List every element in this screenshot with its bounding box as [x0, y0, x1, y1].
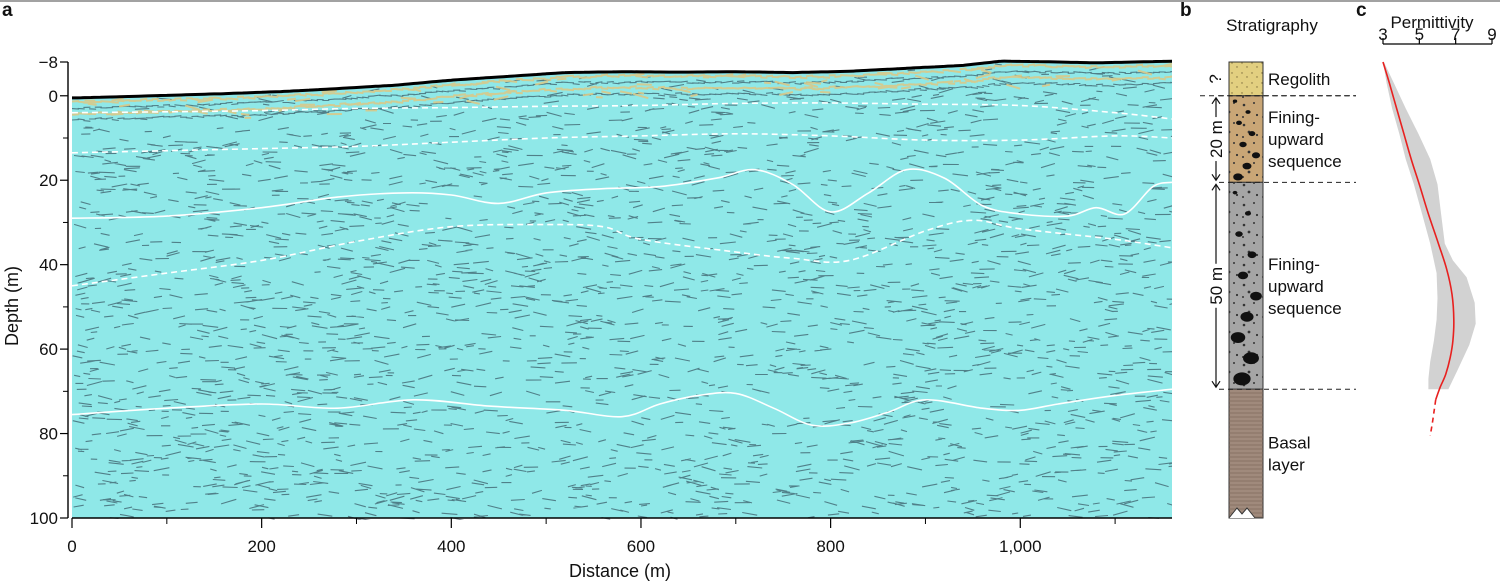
- boundary-line-1: [72, 102, 1172, 120]
- y-tick-label: −8: [39, 53, 58, 72]
- x-tick-label: 800: [816, 537, 844, 556]
- radargram-panel: 0 200 400 600 800 1,000 −8 0 20 40 60 80 100 Distanc…: [2, 53, 1173, 581]
- clast: [1233, 372, 1251, 386]
- y-tick-label: 40: [39, 256, 58, 275]
- panel-label-c: c: [1356, 0, 1367, 21]
- clast: [1232, 190, 1238, 195]
- clast: [1251, 152, 1261, 159]
- clast: [1235, 231, 1243, 237]
- clast: [1245, 110, 1251, 114]
- thickness-label: 20 m: [1207, 120, 1226, 158]
- permittivity-panel: Permittivity 3 5 7 9: [1378, 13, 1497, 436]
- permittivity-tick-label: 7: [1451, 25, 1460, 44]
- stratigraphic-boundaries: [72, 102, 1172, 427]
- clast: [1244, 211, 1252, 216]
- boundary-line-3: [72, 168, 1172, 219]
- strat-unit-texture-2: [1229, 95, 1263, 183]
- radargram-image: [72, 61, 1172, 520]
- permittivity-line-1: [1382, 61, 1455, 401]
- clast: [1240, 311, 1254, 322]
- strat-unit-label-1: Regolith: [1268, 70, 1330, 89]
- y-tick-label: 60: [39, 340, 58, 359]
- clast: [1236, 120, 1242, 126]
- clast: [1230, 332, 1246, 343]
- permittivity-tick-label: 9: [1487, 25, 1496, 44]
- x-tick-label: 400: [437, 537, 465, 556]
- stratigraphy-title: Stratigraphy: [1226, 16, 1318, 35]
- x-axis-label: Distance (m): [569, 561, 671, 581]
- strat-unit-label-4: Basal layer: [1268, 434, 1311, 475]
- boundary-line-4: [72, 219, 1172, 287]
- clast: [1232, 99, 1238, 103]
- x-tick-label: 600: [627, 537, 655, 556]
- ground-surface-line: [71, 59, 1173, 100]
- arrow-head-bottom: [1211, 174, 1221, 182]
- clast: [1242, 162, 1252, 170]
- x-tick-label: 1,000: [999, 537, 1042, 556]
- arrow-head-top: [1211, 96, 1221, 105]
- permittivity-profile: 3 5 7 9: [1378, 25, 1497, 436]
- boundary-line-2: [72, 132, 1172, 154]
- y-tick-label: 0: [49, 87, 58, 106]
- stratigraphic-unit-labels: Regolith Fining-upward sequence 20 m Fining-…: [1206, 70, 1342, 475]
- radargram-axes: 0 200 400 600 800 1,000 −8 0 20 40 60 80 100: [30, 53, 1172, 556]
- x-tick-label: 0: [67, 537, 76, 556]
- radargram-background: [72, 61, 1172, 518]
- thickness-label: 50 m: [1207, 267, 1226, 305]
- boundary-line-5: [72, 388, 1172, 427]
- arrow-head-bottom: [1211, 380, 1221, 389]
- permittivity-tick-label: 5: [1415, 25, 1424, 44]
- clast: [1247, 251, 1257, 259]
- permittivity-line-2: [1429, 399, 1437, 436]
- clast: [1250, 291, 1262, 301]
- clast: [1239, 141, 1247, 148]
- panel-label-a: a: [2, 0, 13, 21]
- column-base-break: [1228, 507, 1256, 519]
- strat-unit-label-2: Fining-upward sequence: [1268, 108, 1342, 171]
- strat-unit-label-3: Fining-upward sequence: [1268, 255, 1342, 318]
- y-tick-label: 100: [30, 509, 58, 528]
- y-tick-label: 20: [39, 171, 58, 190]
- permittivity-title: Permittivity: [1390, 13, 1474, 32]
- y-tick-label: 80: [39, 425, 58, 444]
- strat-unit-texture-4: [1229, 389, 1263, 518]
- clast: [1243, 352, 1259, 365]
- x-tick-label: 200: [247, 537, 275, 556]
- annotation-bg: [1207, 117, 1225, 162]
- clast: [1233, 173, 1243, 181]
- stratigraphy-panel: Stratigraphy Regolith Fining-upward sequen…: [1200, 16, 1356, 519]
- stratigraphic-column: [1200, 61, 1356, 519]
- clast: [1248, 131, 1256, 137]
- uncertainty-mark: ?: [1206, 74, 1225, 83]
- arrow-head-top: [1211, 183, 1221, 191]
- strat-unit-texture-1: [1229, 62, 1263, 96]
- annotation-bg: [1207, 263, 1225, 308]
- panel-label-b: b: [1180, 0, 1192, 21]
- clast: [1237, 271, 1249, 280]
- y-axis-label: Depth (m): [2, 266, 22, 346]
- permittivity-tick-label: 3: [1378, 25, 1387, 44]
